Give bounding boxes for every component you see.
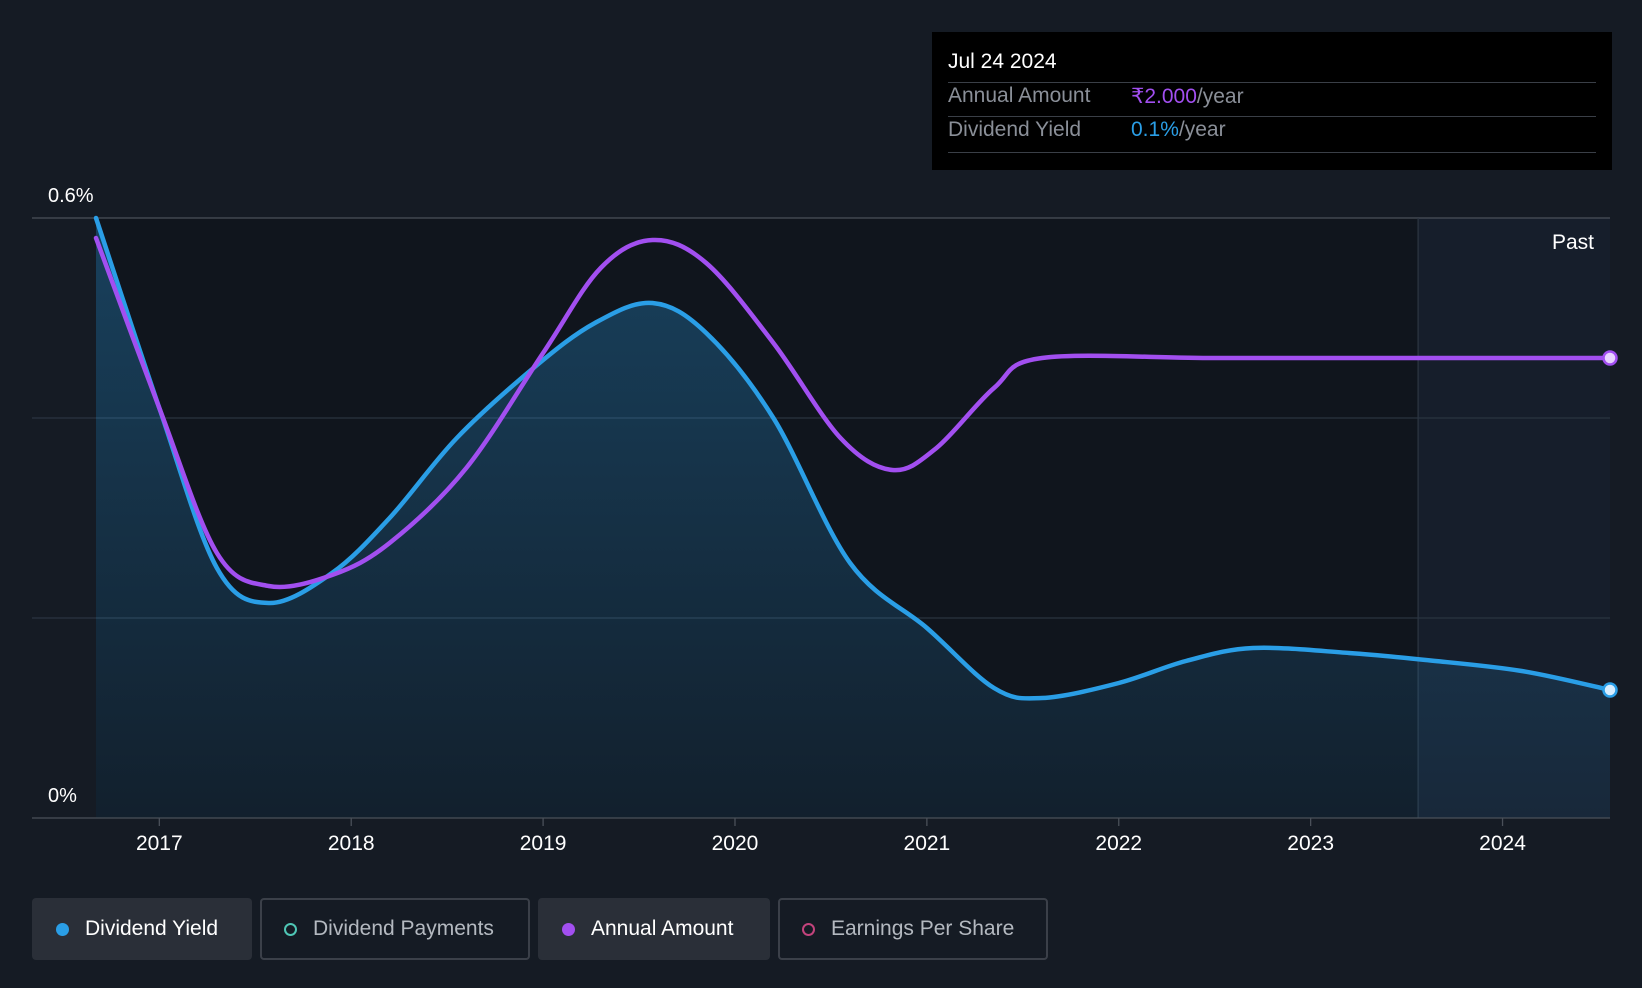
x-tick-label: 2017 <box>136 832 183 855</box>
legend-dot-icon <box>562 922 575 936</box>
tooltip-divider <box>948 82 1596 83</box>
tooltip-value: ₹2.000 <box>1131 85 1197 108</box>
x-tick-label: 2023 <box>1287 832 1334 855</box>
tooltip-value-wrap: ₹2.000/year <box>1131 84 1244 109</box>
dividend-yield-line <box>93 215 1613 701</box>
y-tick-label: 0% <box>48 785 77 807</box>
legend-ring-icon <box>284 922 297 936</box>
tooltip-divider <box>948 116 1596 117</box>
tooltip-label: Annual Amount <box>948 84 1091 107</box>
x-tick-label: 2020 <box>712 832 759 855</box>
x-tick-label: 2021 <box>904 832 951 855</box>
x-tick-label: 2019 <box>520 832 567 855</box>
annual-amount-line <box>93 235 1613 590</box>
dividend-yield-end-marker <box>1602 682 1618 698</box>
tooltip-date: Jul 24 2024 <box>948 50 1057 73</box>
legend-dividend-payments[interactable]: Dividend Payments <box>260 898 530 960</box>
x-tick-label: 2022 <box>1095 832 1142 855</box>
annual-amount-end-marker <box>1602 350 1618 366</box>
x-tick-label: 2018 <box>328 832 375 855</box>
tooltip-divider <box>948 152 1596 153</box>
legend-label: Dividend Payments <box>313 917 494 940</box>
legend-label: Dividend Yield <box>85 917 219 940</box>
tooltip-unit: /year <box>1178 118 1226 141</box>
end-markers <box>1602 350 1618 698</box>
dividend-yield-area <box>96 218 1610 818</box>
tooltip-value: 0.1% <box>1131 118 1179 141</box>
y-tick-label: 0.6% <box>48 185 94 207</box>
legend-annual-amount[interactable]: Annual Amount <box>538 898 770 960</box>
x-tick-label: 2024 <box>1479 832 1526 855</box>
legend-label: Annual Amount <box>591 917 734 940</box>
legend-ring-icon <box>802 922 815 936</box>
tooltip-panel: Jul 24 2024 Annual Amount ₹2.000/year Di… <box>932 32 1612 170</box>
legend-dividend-yield[interactable]: Dividend Yield <box>32 898 252 960</box>
past-label: Past <box>1552 231 1594 254</box>
tooltip-unit: /year <box>1196 85 1244 108</box>
tooltip-label: Dividend Yield <box>948 118 1082 141</box>
legend-label: Earnings Per Share <box>831 917 1015 940</box>
legend-dot-icon <box>56 922 69 936</box>
legend-earnings-per-share[interactable]: Earnings Per Share <box>778 898 1048 960</box>
axes: 2017 2018 2019 2020 2021 2022 2023 2024 0.6% 0% <box>32 185 1610 855</box>
tooltip-value-wrap: 0.1%/year <box>1131 118 1226 142</box>
